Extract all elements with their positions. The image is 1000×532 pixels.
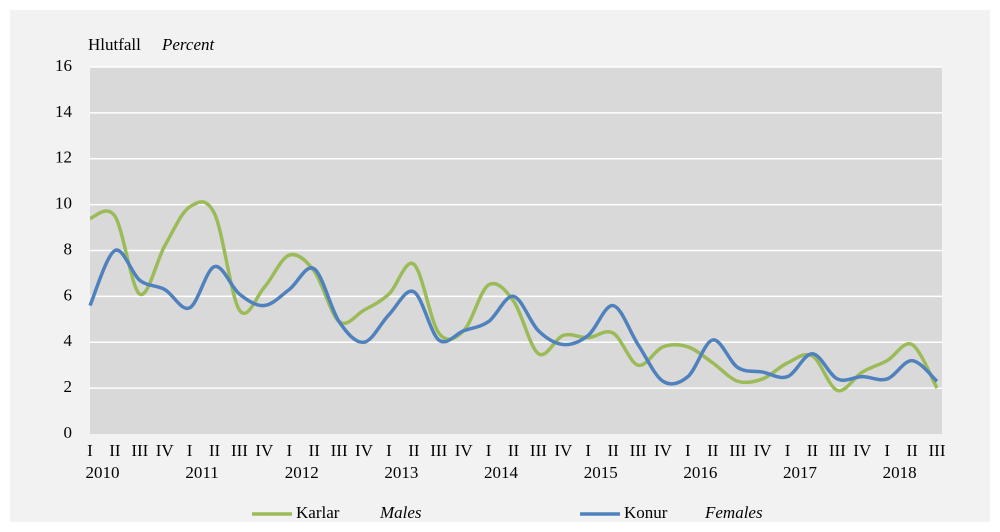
- x-tick-label: I: [486, 441, 492, 460]
- x-group-label: 2013: [384, 463, 418, 482]
- x-tick-label: I: [386, 441, 392, 460]
- x-tick-label: II: [508, 441, 520, 460]
- y-tick-label: 2: [64, 377, 73, 396]
- x-tick-label: II: [309, 441, 321, 460]
- x-tick-label: I: [685, 441, 691, 460]
- x-group-label: 2017: [783, 463, 818, 482]
- x-tick-label: III: [131, 441, 148, 460]
- x-tick-label: I: [585, 441, 591, 460]
- x-tick-label: IV: [754, 441, 773, 460]
- y-tick-label: 6: [64, 285, 73, 304]
- x-tick-label: IV: [255, 441, 274, 460]
- y-axis-label: Hlutfall: [88, 35, 141, 54]
- y-tick-label: 14: [55, 102, 73, 121]
- y-tick-label: 10: [55, 194, 72, 213]
- x-tick-label: III: [331, 441, 348, 460]
- x-tick-label: IV: [455, 441, 474, 460]
- y-axis-label-en: Percent: [161, 35, 216, 54]
- series-line: [89, 200, 939, 393]
- x-tick-label: III: [630, 441, 647, 460]
- series-line: [88, 248, 939, 386]
- x-tick-label: III: [530, 441, 547, 460]
- x-tick-label: I: [187, 441, 193, 460]
- x-tick-label: II: [807, 441, 819, 460]
- x-group-label: 2010: [85, 463, 119, 482]
- y-tick-label: 0: [64, 423, 73, 442]
- x-tick-label: III: [829, 441, 846, 460]
- x-group-label: 2012: [285, 463, 319, 482]
- x-tick-label: I: [884, 441, 890, 460]
- x-tick-label: IV: [853, 441, 872, 460]
- x-tick-label: III: [231, 441, 248, 460]
- x-tick-label: IV: [554, 441, 573, 460]
- x-group-label: 2014: [484, 463, 519, 482]
- y-tick-label: 12: [55, 148, 72, 167]
- x-tick-label: II: [906, 441, 918, 460]
- x-tick-label: II: [707, 441, 719, 460]
- x-group-label: 2011: [185, 463, 218, 482]
- y-tick-label: 4: [64, 331, 73, 350]
- x-tick-label: II: [209, 441, 221, 460]
- x-tick-label: III: [929, 441, 946, 460]
- x-tick-label: III: [729, 441, 746, 460]
- x-tick-label: III: [430, 441, 447, 460]
- legend-label-en: Females: [704, 503, 763, 522]
- legend-label: Konur: [624, 503, 668, 522]
- y-tick-label: 16: [55, 56, 72, 75]
- x-group-label: 2015: [584, 463, 618, 482]
- x-tick-label: II: [408, 441, 420, 460]
- x-tick-label: II: [109, 441, 121, 460]
- x-group-label: 2016: [683, 463, 717, 482]
- x-group-label: 2018: [883, 463, 917, 482]
- x-tick-label: IV: [156, 441, 175, 460]
- legend-label: Karlar: [296, 503, 340, 522]
- x-tick-label: I: [785, 441, 791, 460]
- x-tick-label: I: [286, 441, 292, 460]
- y-tick-label: 8: [64, 239, 73, 258]
- x-tick-label: IV: [654, 441, 673, 460]
- x-tick-label: II: [607, 441, 619, 460]
- x-tick-label: I: [87, 441, 93, 460]
- legend-label-en: Males: [379, 503, 422, 522]
- x-tick-label: IV: [355, 441, 374, 460]
